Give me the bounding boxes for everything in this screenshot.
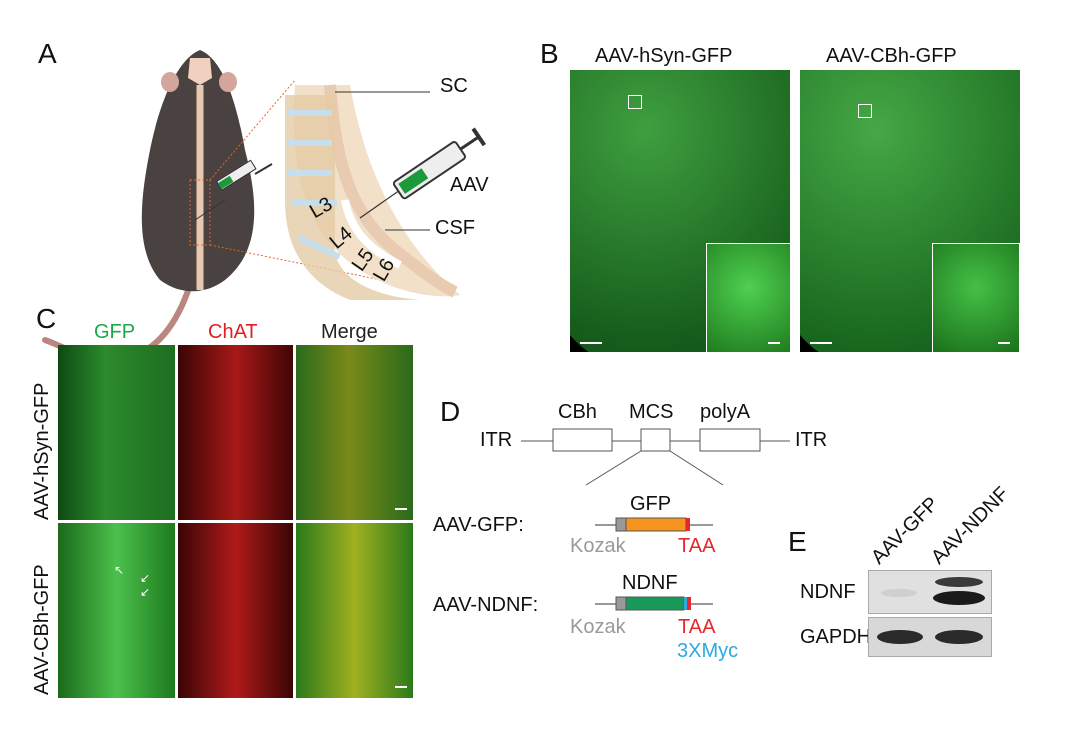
kozak-block [615,596,627,611]
brain-section-cbh [800,70,1020,352]
inset-cbh [932,243,1020,352]
label-kozak: Kozak [570,616,626,638]
label-ndnf: NDNF [622,572,678,594]
label-sc: SC [440,75,468,97]
panel-label-e: E [788,526,807,557]
label-csf: CSF [435,217,475,239]
label-taa: TAA [678,616,716,638]
zoom-box [189,179,211,246]
header-merge: Merge [321,321,378,343]
taa-block [687,597,691,610]
panel-label-b: B [540,38,559,69]
panel-label-c: C [36,303,57,334]
myc-block [684,597,687,610]
mouse-ear [161,72,179,92]
image-cbh-chat [178,523,293,698]
row-gapdh: GAPDH [800,626,872,648]
mouse-ear [219,72,237,92]
label-mcs: MCS [629,401,674,423]
small-syringe-icon [194,159,273,221]
polya-box [699,428,761,452]
header-cbh: AAV-CBh-GFP [826,45,957,67]
label-itr-left: ITR [480,429,513,451]
scale-bar [580,342,602,344]
label-itr-right: ITR [795,429,828,451]
label-3xmyc: 3XMyc [677,640,739,662]
taa-block [686,518,690,531]
label-polya: polyA [700,401,751,423]
label-aav: AAV [450,174,489,196]
spine-cross-section [285,84,460,300]
construct-aav-ndnf: AAV-NDNF: [433,594,539,616]
panel-label-a: A [38,38,57,69]
header-gfp: GFP [94,321,136,343]
label-taa: TAA [678,535,716,557]
image-cbh-gfp: ↖ ↙ ↙ [58,523,175,698]
gfp-block [625,517,687,532]
header-chat: ChAT [208,321,258,343]
mcs-box [640,428,671,452]
image-hsyn-chat [178,345,293,520]
label-kozak: Kozak [570,535,626,557]
scale-bar [768,342,780,344]
syringe-icon [359,127,487,219]
ndnf-block [625,596,685,611]
mouse-head-skull [188,58,212,85]
label-cbh: CBh [558,401,597,423]
cbh-box [552,428,613,452]
label-gfp: GFP [630,493,672,515]
construct-aav-gfp: AAV-GFP: [433,514,524,536]
header-hsyn: AAV-hSyn-GFP [595,45,733,67]
image-hsyn-gfp [58,345,175,520]
row-ndnf: NDNF [800,581,856,603]
blot-gapdh [868,617,992,657]
blot-ndnf [868,570,992,614]
image-cbh-merge [296,523,413,698]
image-hsyn-merge [296,345,413,520]
scale-bar [810,342,832,344]
brain-section-hsyn [570,70,790,352]
scale-bar [998,342,1010,344]
kozak-block [615,517,627,532]
inset-hsyn [706,243,790,352]
panel-label-d: D [440,396,461,427]
